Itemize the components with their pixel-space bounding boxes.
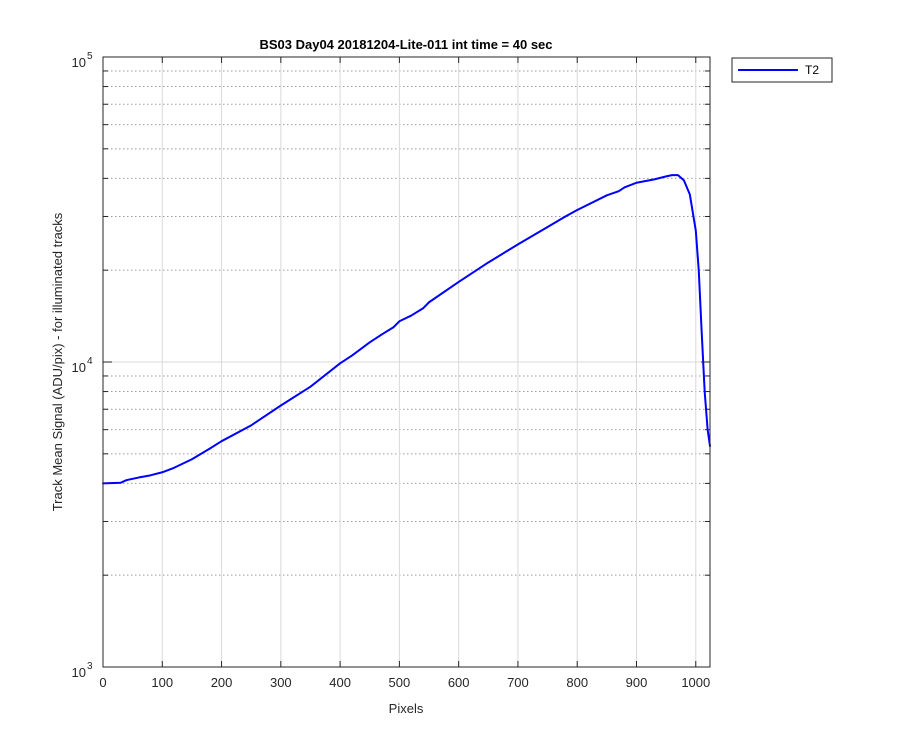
y-tick-label: 10 4 xyxy=(72,356,93,375)
x-tick-labels: 0 100 200 300 400 500 600 700 800 900 1000 xyxy=(99,675,710,690)
series-line-t2 xyxy=(102,174,711,485)
x-grid xyxy=(161,57,697,667)
y-tick-label-base: 10 xyxy=(72,360,86,375)
y-tick-label: 10 5 xyxy=(72,51,93,70)
x-tick-label: 800 xyxy=(566,675,588,690)
x-tick-label: 300 xyxy=(270,675,292,690)
x-tick-label: 700 xyxy=(507,675,529,690)
tick-marks xyxy=(102,56,710,668)
y-axis-label: Track Mean Signal (ADU/pix) - for illumi… xyxy=(50,212,65,511)
x-tick-label: 400 xyxy=(329,675,351,690)
x-axis-label: Pixels xyxy=(389,701,424,716)
y-tick-label-exponent: 4 xyxy=(87,356,93,367)
y-tick-label-exponent: 5 xyxy=(87,51,93,62)
x-tick-label: 100 xyxy=(151,675,173,690)
x-tick-label: 1000 xyxy=(681,675,710,690)
x-tick-label: 900 xyxy=(626,675,648,690)
chart-title: BS03 Day04 20181204-Lite-011 int time = … xyxy=(259,37,552,52)
y-tick-label-base: 10 xyxy=(72,665,86,680)
y-tick-label-base: 10 xyxy=(72,55,86,70)
x-tick-label: 200 xyxy=(211,675,233,690)
x-tick-label: 500 xyxy=(389,675,411,690)
y-grid xyxy=(103,70,710,576)
y-tick-label-exponent: 3 xyxy=(87,661,93,672)
x-tick-label: 600 xyxy=(448,675,470,690)
y-tick-label: 10 3 xyxy=(72,661,93,680)
legend: T2 xyxy=(731,57,833,83)
legend-label-t2: T2 xyxy=(805,63,819,77)
series-layer xyxy=(102,174,711,485)
x-tick-label: 0 xyxy=(99,675,106,690)
